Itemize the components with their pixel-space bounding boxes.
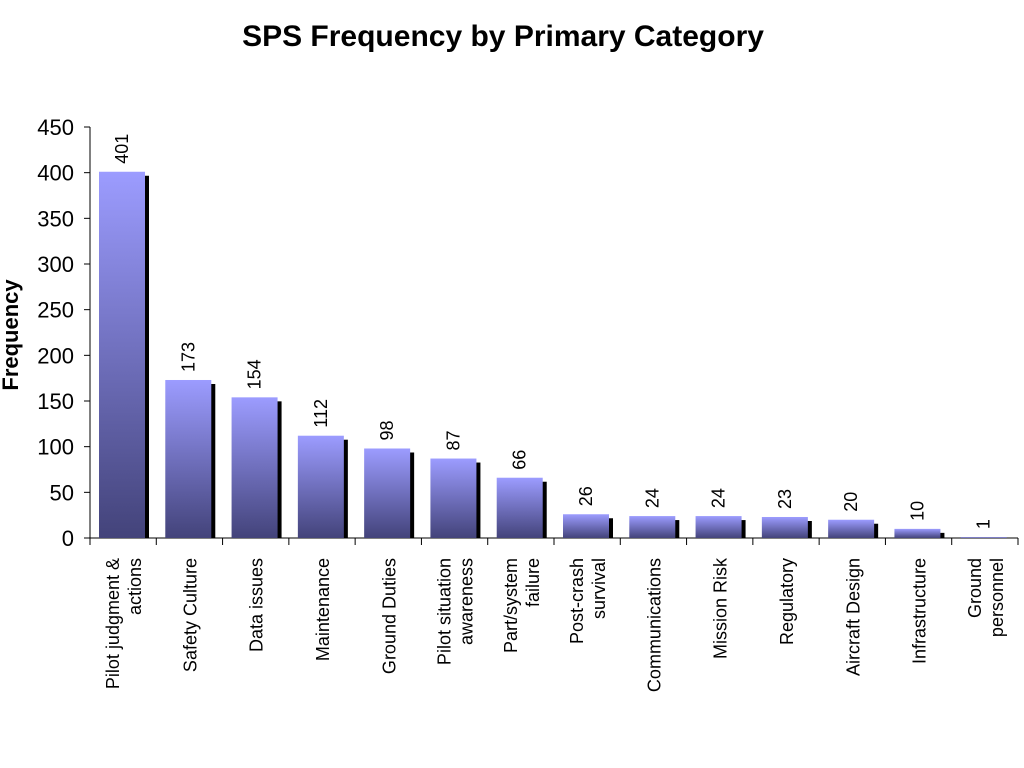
data-label: 20 <box>841 492 861 512</box>
y-tick-label: 150 <box>37 389 74 414</box>
data-label: 87 <box>443 431 463 451</box>
y-tick-label: 250 <box>37 298 74 323</box>
data-label: 10 <box>907 501 927 521</box>
data-label: 154 <box>245 359 265 389</box>
y-tick-label: 200 <box>37 343 74 368</box>
y-axis-label: Frequency <box>0 279 23 391</box>
bar <box>960 537 1007 538</box>
y-tick-label: 0 <box>62 526 74 551</box>
x-tick-label: actions <box>125 558 145 615</box>
y-tick-label: 450 <box>37 115 74 140</box>
bar <box>297 435 344 538</box>
data-label: 66 <box>510 450 530 470</box>
data-label: 1 <box>974 519 994 529</box>
bar <box>894 528 941 538</box>
y-tick-label: 100 <box>37 435 74 460</box>
x-tick-label: Part/system <box>501 558 521 653</box>
data-label: 24 <box>642 488 662 508</box>
x-tick-label: Ground <box>965 558 985 618</box>
x-tick-label: failure <box>523 558 543 607</box>
data-label: 401 <box>112 134 132 164</box>
plot-area: 0 50 100 150 200 250 300 350 400 450 401 Pilot judg… <box>37 115 1019 692</box>
bar <box>231 397 278 538</box>
bar <box>695 516 742 538</box>
x-tick-label: Infrastructure <box>910 558 930 664</box>
y-tick-label: 400 <box>37 161 74 186</box>
bar <box>165 379 212 538</box>
x-tick-label: Pilot situation <box>435 558 455 665</box>
data-label: 26 <box>576 486 596 506</box>
x-tick-label: Mission Risk <box>711 557 731 659</box>
data-label: 24 <box>709 488 729 508</box>
x-tick-label: Safety Culture <box>180 558 200 672</box>
x-tick-label: Data issues <box>247 558 267 652</box>
bar <box>563 514 609 538</box>
x-tick-label: Pilot judgment & <box>103 558 123 689</box>
x-tick-label: Aircraft Design <box>843 558 863 676</box>
x-tick-label: survival <box>589 558 609 619</box>
bar <box>99 171 145 538</box>
bar <box>629 516 676 538</box>
bar <box>364 448 411 538</box>
x-tick-label: Maintenance <box>313 558 333 661</box>
bar <box>430 458 477 538</box>
bar <box>496 477 543 538</box>
data-label: 112 <box>311 399 331 428</box>
data-label: 23 <box>775 489 795 509</box>
chart-title: SPS Frequency by Primary Category <box>242 20 764 53</box>
x-tick-label: Ground Duties <box>379 558 399 674</box>
bar <box>828 519 875 538</box>
x-tick-label: Communications <box>644 558 664 692</box>
y-tick-label: 350 <box>37 206 74 231</box>
data-label: 98 <box>377 420 397 440</box>
x-tick-label: Regulatory <box>777 558 797 645</box>
x-tick-label: awareness <box>457 558 477 645</box>
bar <box>761 516 808 538</box>
x-tick-label: personnel <box>987 558 1007 637</box>
x-tick-label: Post-crash <box>567 558 587 644</box>
data-label: 173 <box>178 342 198 372</box>
y-tick-label: 300 <box>37 252 74 277</box>
y-tick-label: 50 <box>50 480 74 505</box>
